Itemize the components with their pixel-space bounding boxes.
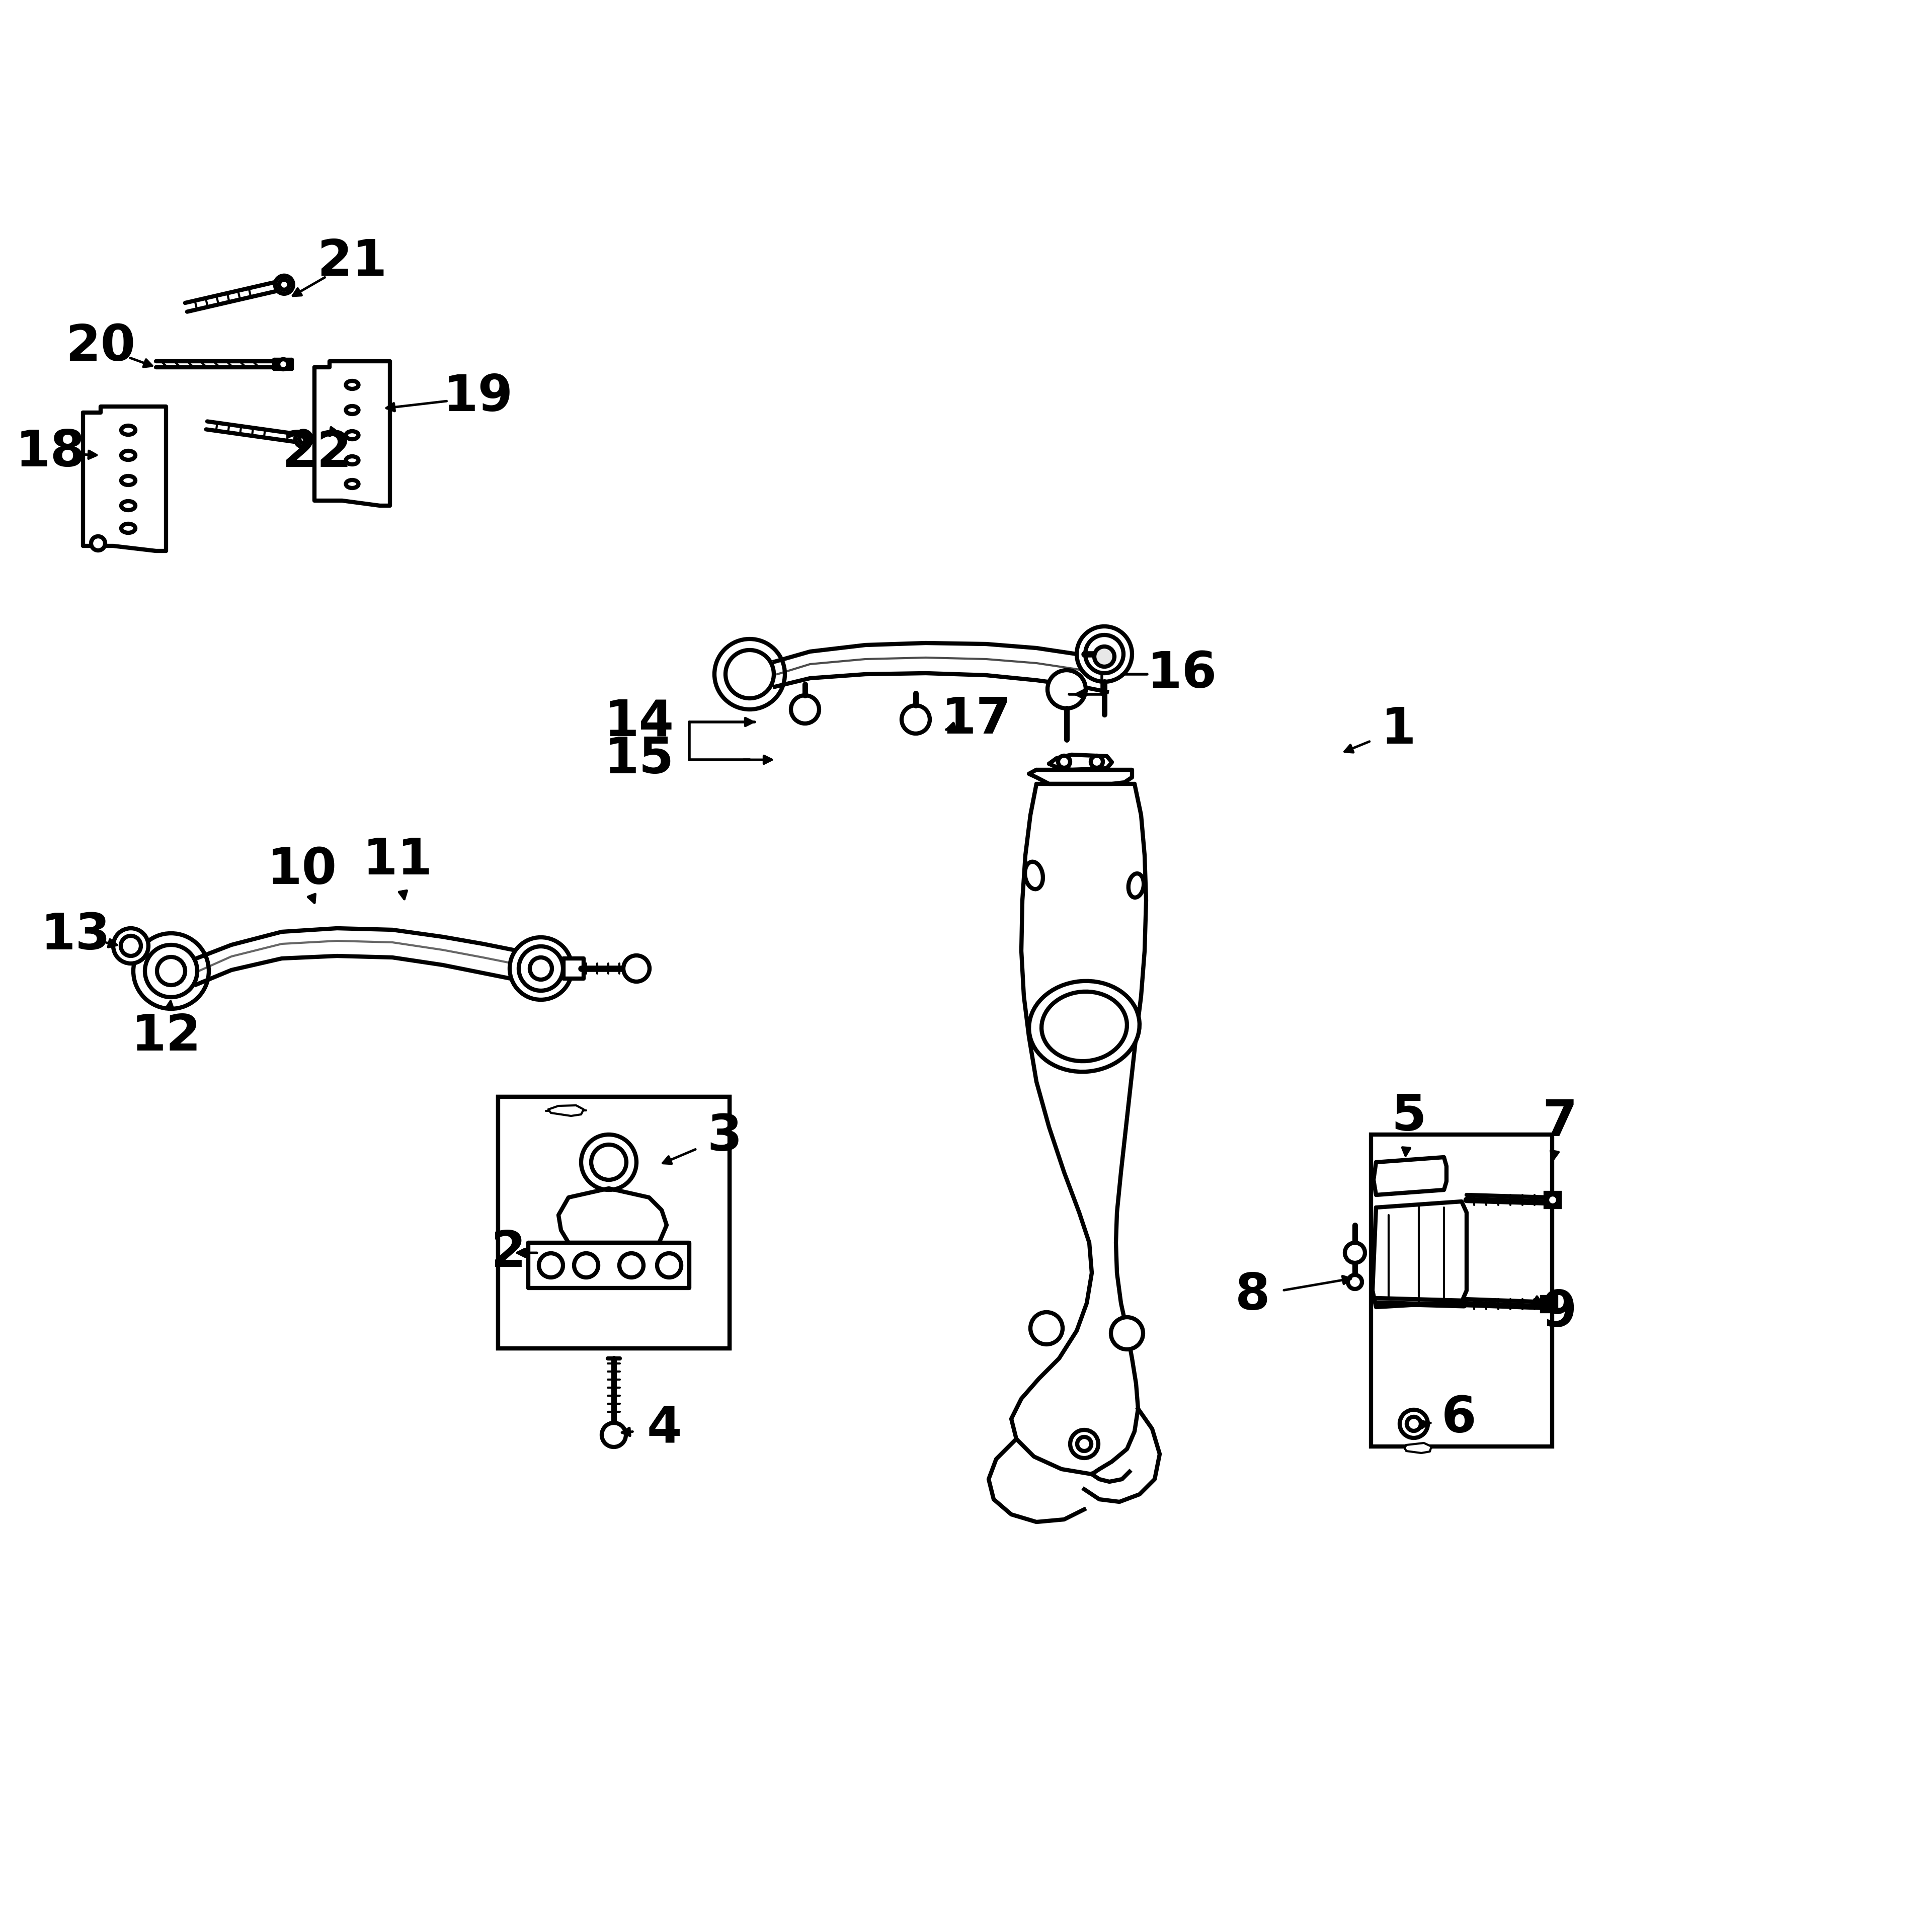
Circle shape (624, 956, 649, 981)
Polygon shape (1405, 1443, 1432, 1453)
Circle shape (299, 435, 307, 442)
Polygon shape (564, 958, 583, 980)
Circle shape (1092, 755, 1103, 767)
Circle shape (1111, 1318, 1144, 1349)
Circle shape (1406, 1416, 1420, 1432)
Text: 10: 10 (267, 846, 336, 895)
Ellipse shape (1030, 981, 1140, 1072)
Circle shape (726, 649, 775, 697)
Circle shape (278, 359, 288, 369)
Polygon shape (197, 927, 535, 985)
Ellipse shape (122, 475, 135, 485)
Ellipse shape (346, 381, 359, 388)
Text: 8: 8 (1235, 1271, 1271, 1320)
Text: 20: 20 (66, 323, 135, 371)
Text: 18: 18 (15, 429, 85, 477)
Text: 11: 11 (363, 837, 433, 885)
Circle shape (91, 537, 104, 551)
Text: 16: 16 (1148, 649, 1217, 699)
Circle shape (591, 1144, 626, 1180)
Polygon shape (1030, 769, 1132, 784)
Ellipse shape (346, 431, 359, 439)
Ellipse shape (1041, 991, 1126, 1061)
Circle shape (1094, 647, 1115, 667)
Bar (1372, 1134, 1551, 1447)
Text: 22: 22 (282, 429, 352, 477)
Polygon shape (83, 406, 166, 551)
Bar (1546, 1192, 1559, 1208)
Ellipse shape (122, 450, 135, 460)
Circle shape (156, 956, 185, 985)
Circle shape (145, 945, 197, 997)
Circle shape (1078, 1437, 1092, 1451)
Circle shape (1345, 1242, 1366, 1264)
Circle shape (539, 1254, 562, 1277)
Circle shape (120, 935, 141, 956)
Circle shape (1399, 1410, 1428, 1437)
Ellipse shape (1024, 862, 1043, 889)
Text: 3: 3 (707, 1113, 742, 1161)
Ellipse shape (346, 406, 359, 413)
Bar (498, 1097, 730, 1349)
Circle shape (1086, 636, 1124, 672)
Polygon shape (1049, 755, 1113, 769)
Text: 21: 21 (317, 238, 386, 286)
Bar (498, 1097, 730, 1349)
Circle shape (1544, 1298, 1555, 1310)
Text: 5: 5 (1391, 1092, 1426, 1142)
Circle shape (1076, 626, 1132, 682)
Bar (1542, 1296, 1555, 1312)
Polygon shape (1374, 1157, 1447, 1194)
Text: 6: 6 (1441, 1395, 1476, 1443)
Circle shape (133, 933, 209, 1009)
Circle shape (902, 705, 929, 734)
Circle shape (574, 1254, 599, 1277)
Circle shape (1070, 1430, 1097, 1459)
Text: 12: 12 (131, 1012, 201, 1061)
Ellipse shape (122, 500, 135, 510)
Circle shape (114, 927, 149, 964)
Circle shape (601, 1422, 626, 1447)
Circle shape (790, 696, 819, 723)
Text: 17: 17 (941, 696, 1010, 744)
Polygon shape (558, 1188, 667, 1242)
Ellipse shape (346, 456, 359, 464)
Circle shape (1548, 1194, 1559, 1206)
Text: 9: 9 (1542, 1289, 1577, 1337)
Text: 13: 13 (41, 912, 110, 960)
Circle shape (620, 1254, 643, 1277)
Text: 14: 14 (605, 697, 674, 746)
Circle shape (274, 276, 294, 294)
Polygon shape (775, 643, 1107, 692)
Ellipse shape (346, 479, 359, 489)
Circle shape (1047, 670, 1086, 709)
Text: 1: 1 (1381, 705, 1416, 753)
Ellipse shape (122, 524, 135, 533)
Circle shape (278, 280, 290, 290)
Circle shape (1030, 1312, 1063, 1345)
Circle shape (657, 1254, 682, 1277)
Circle shape (518, 947, 562, 991)
Text: 4: 4 (647, 1405, 682, 1453)
Text: 2: 2 (491, 1229, 526, 1277)
Circle shape (715, 639, 784, 709)
Circle shape (296, 431, 311, 446)
Text: 15: 15 (605, 736, 674, 784)
Polygon shape (1372, 1202, 1466, 1308)
Circle shape (1349, 1275, 1362, 1289)
Text: 19: 19 (442, 373, 514, 421)
Circle shape (510, 937, 572, 999)
Circle shape (529, 958, 553, 980)
Text: 7: 7 (1542, 1097, 1577, 1146)
Ellipse shape (1128, 873, 1144, 898)
Polygon shape (315, 361, 390, 506)
Polygon shape (549, 1105, 583, 1117)
Circle shape (582, 1134, 636, 1190)
Polygon shape (1010, 784, 1146, 1474)
Ellipse shape (122, 425, 135, 435)
Polygon shape (527, 1242, 690, 1289)
Circle shape (1059, 755, 1070, 767)
